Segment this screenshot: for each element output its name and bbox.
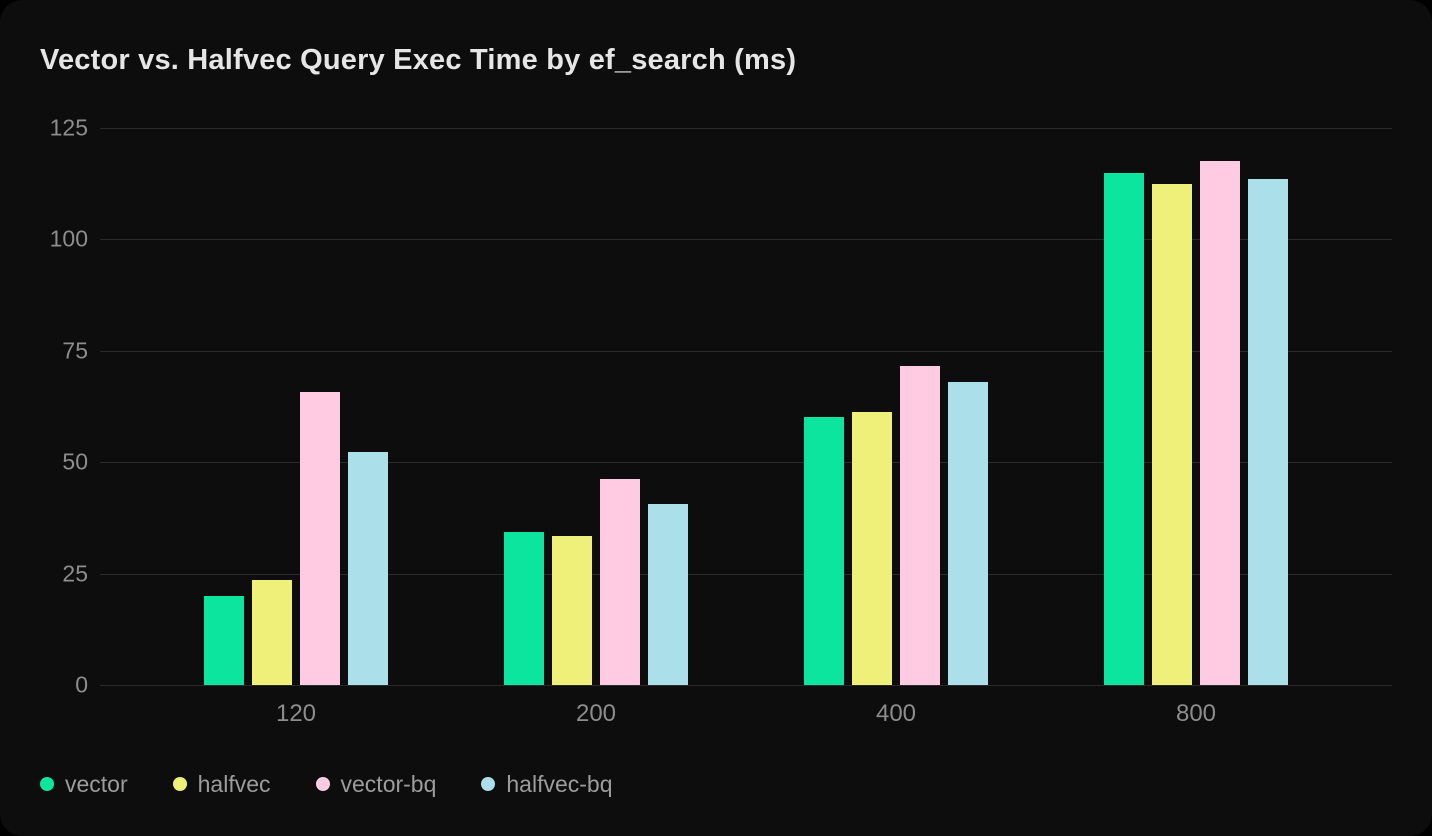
bar-halfvec-bq-200[interactable] xyxy=(648,504,688,685)
legend-label: vector-bq xyxy=(340,770,437,797)
bar-vector-bq-800[interactable] xyxy=(1200,161,1240,685)
bar-vector-200[interactable] xyxy=(504,532,544,685)
legend-dot-icon xyxy=(315,777,330,791)
legend-label: vector xyxy=(65,770,128,797)
legend-dot-icon xyxy=(172,777,187,791)
bar-halfvec-200[interactable] xyxy=(552,536,592,685)
legend-label: halfvec xyxy=(197,770,271,797)
y-axis-tick-label: 0 xyxy=(75,671,88,698)
y-axis-tick-label: 125 xyxy=(49,114,88,141)
bar-halfvec-bq-400[interactable] xyxy=(948,381,988,685)
bar-vector-bq-200[interactable] xyxy=(600,478,640,685)
bar-vector-bq-400[interactable] xyxy=(900,366,940,685)
bar-vector-bq-120[interactable] xyxy=(300,391,340,685)
gridline xyxy=(100,685,1392,686)
y-axis-tick-label: 50 xyxy=(62,448,88,475)
legend-dot-icon xyxy=(481,777,496,791)
gridline xyxy=(100,128,1392,129)
legend-label: halfvec-bq xyxy=(506,770,613,797)
legend-dot-icon xyxy=(40,777,54,791)
bar-halfvec-bq-800[interactable] xyxy=(1248,178,1288,685)
bar-vector-120[interactable] xyxy=(204,595,244,685)
legend-item-halfvec-bq[interactable]: halfvec-bq xyxy=(481,770,613,797)
chart-title: Vector vs. Halfvec Query Exec Time by ef… xyxy=(40,44,797,76)
bar-vector-400[interactable] xyxy=(804,416,844,685)
bar-halfvec-bq-120[interactable] xyxy=(348,451,388,685)
legend-item-halfvec[interactable]: halfvec xyxy=(172,770,271,797)
gridline xyxy=(100,462,1392,464)
x-axis-category-label: 800 xyxy=(1175,700,1217,727)
y-axis-tick-label: 75 xyxy=(62,337,88,364)
bar-halfvec-120[interactable] xyxy=(252,580,292,685)
gridline xyxy=(100,573,1392,575)
gridline xyxy=(100,350,1392,352)
legend-item-vector[interactable]: vector xyxy=(40,770,128,797)
y-axis-tick-label: 25 xyxy=(62,560,88,587)
legend-item-vector-bq[interactable]: vector-bq xyxy=(315,770,437,797)
x-axis-category-label: 120 xyxy=(275,700,317,727)
y-axis-tick-label: 100 xyxy=(49,225,88,252)
bar-vector-800[interactable] xyxy=(1104,172,1144,685)
bar-halfvec-400[interactable] xyxy=(852,412,892,685)
gridline xyxy=(100,239,1392,241)
bar-halfvec-800[interactable] xyxy=(1152,184,1192,685)
legend: vector halfvec vector-bq halfvec-bq xyxy=(40,770,613,798)
x-axis-category-label: 200 xyxy=(575,700,617,727)
x-axis-category-label: 400 xyxy=(875,700,917,727)
